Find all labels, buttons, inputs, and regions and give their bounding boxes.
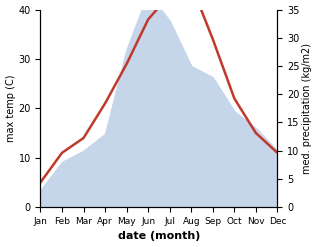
Y-axis label: max temp (C): max temp (C) [5,75,16,142]
X-axis label: date (month): date (month) [118,231,200,242]
Y-axis label: med. precipitation (kg/m2): med. precipitation (kg/m2) [302,43,313,174]
